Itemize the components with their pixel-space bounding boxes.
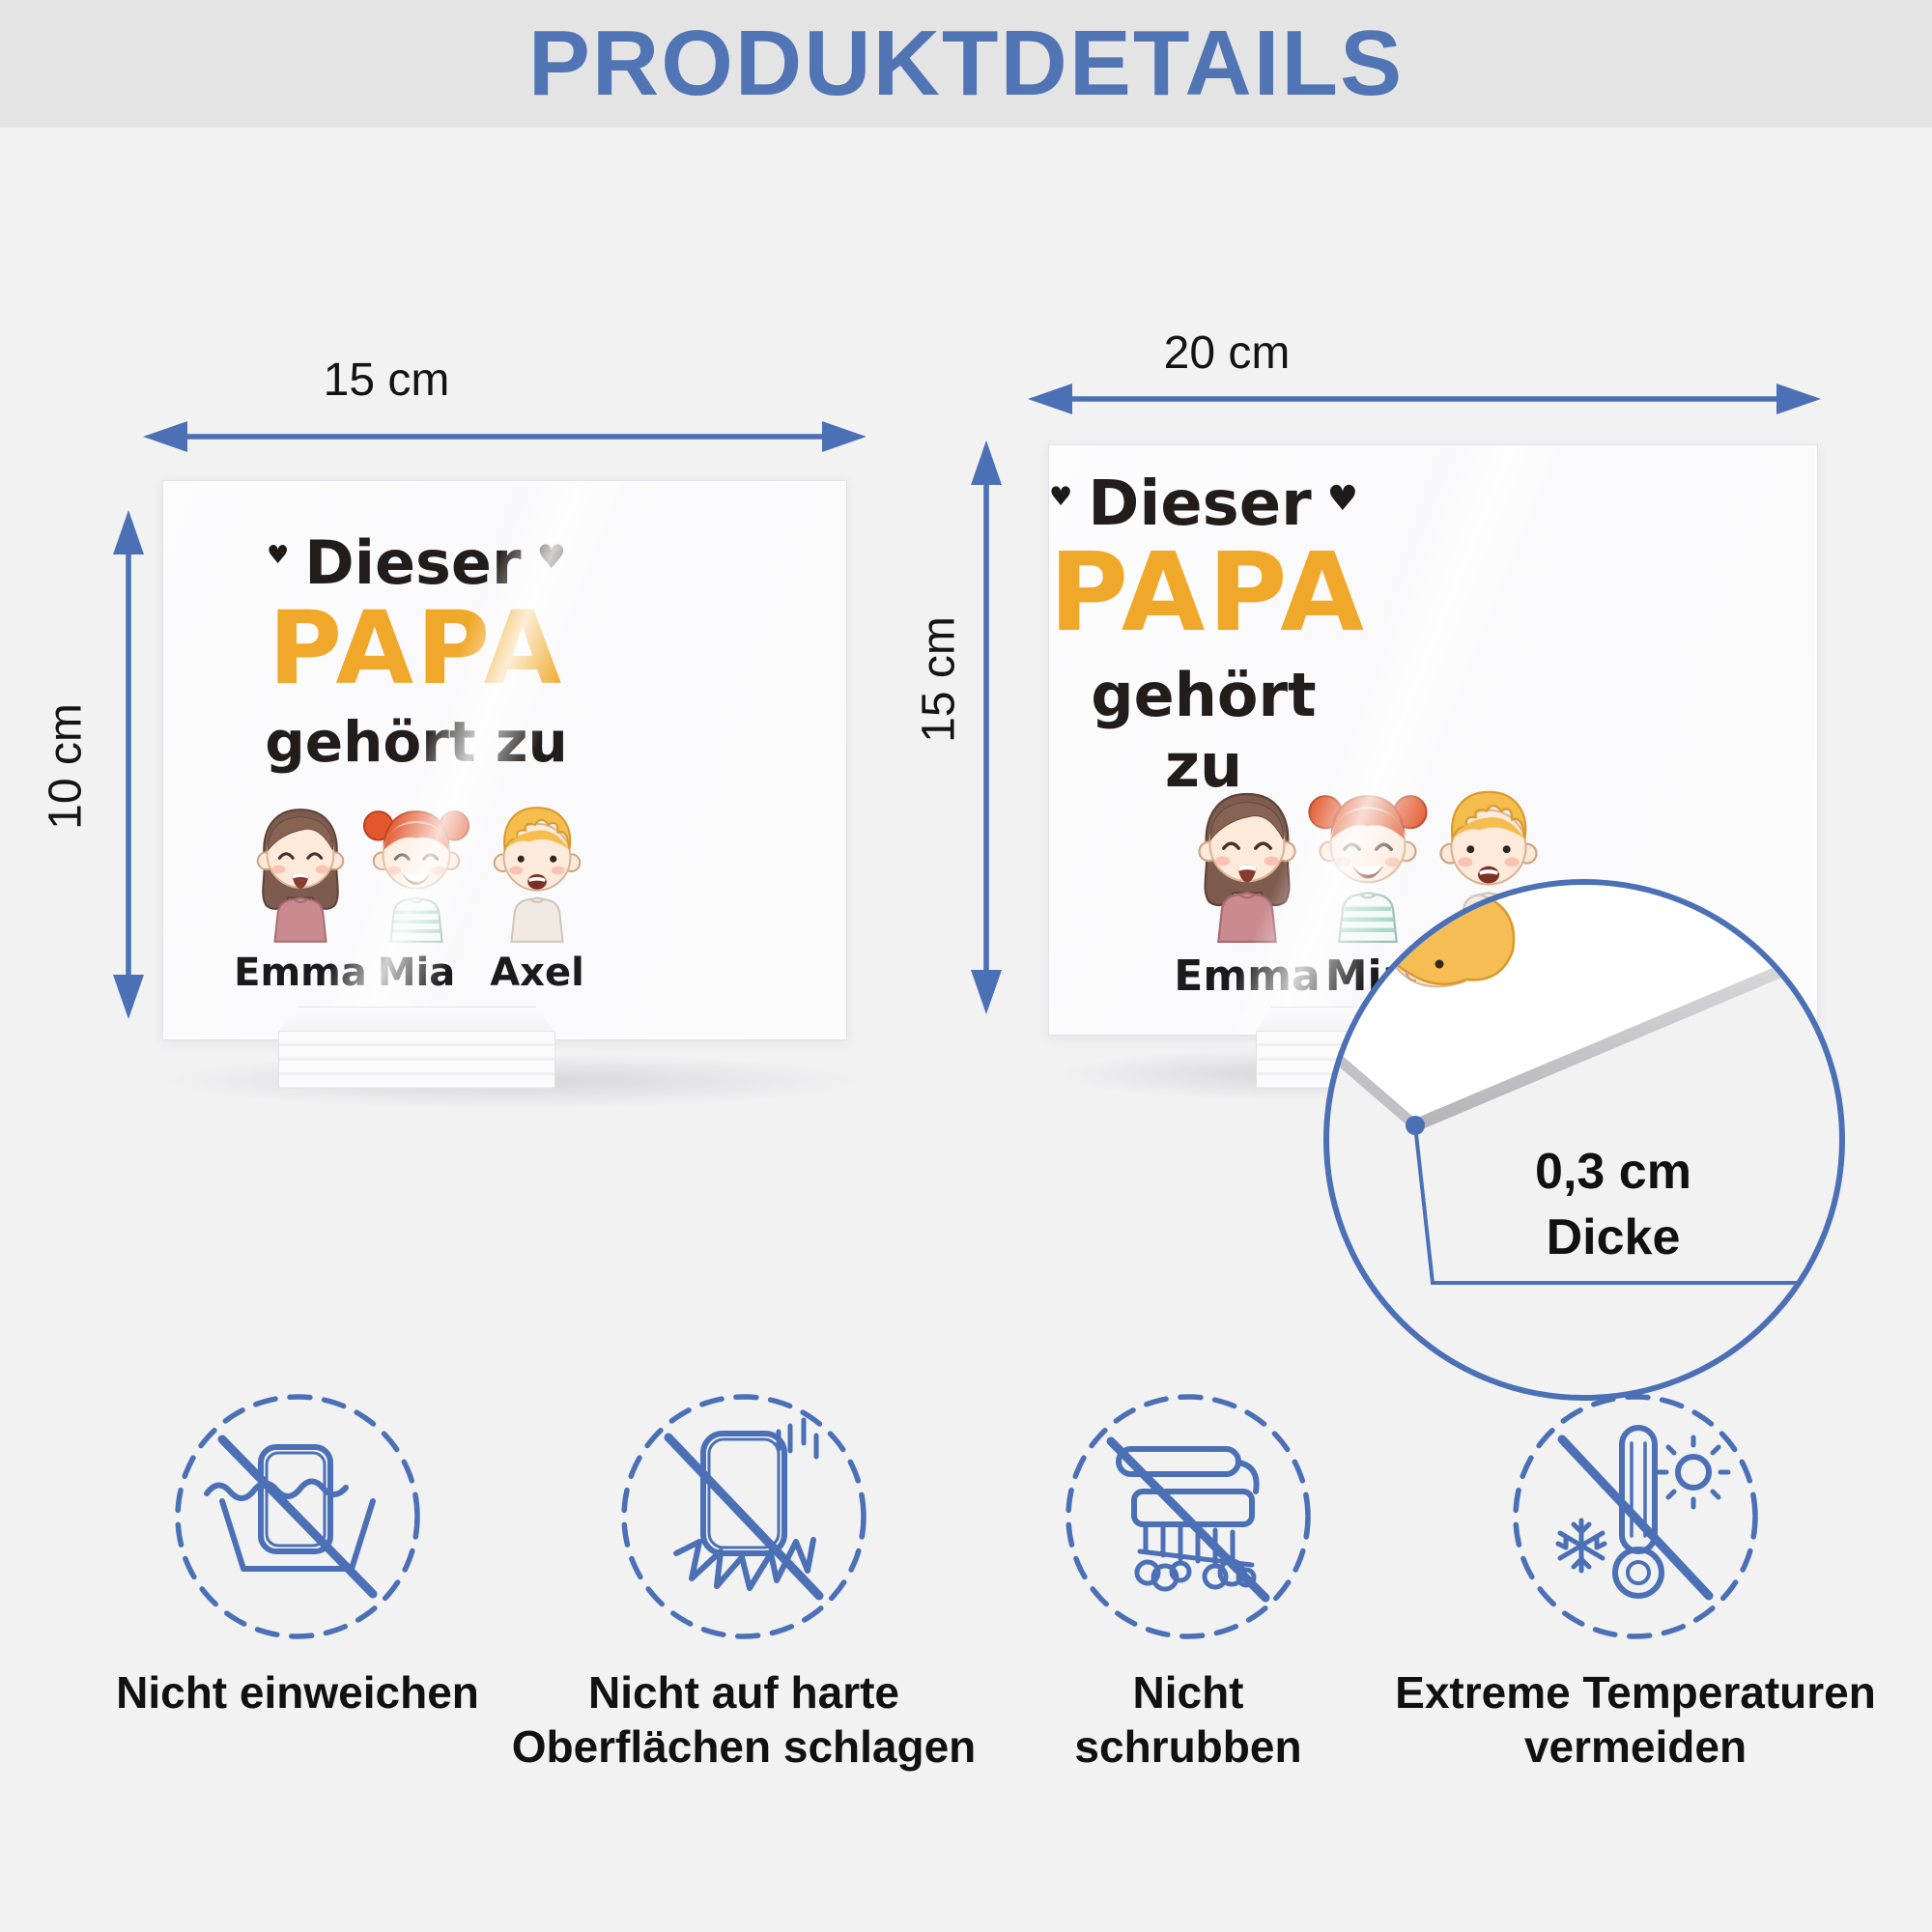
plate-edge-long	[1412, 966, 1782, 1131]
care-label-no-soak: Nicht einweichen	[116, 1667, 479, 1718]
thickness-value: 0,3 cm	[1535, 1144, 1691, 1200]
kid-emma-figure	[243, 800, 357, 943]
kid-axel-figure	[480, 800, 594, 943]
no-extreme-temp-icon	[1513, 1394, 1758, 1639]
base-top-face	[278, 1007, 555, 1032]
care-label-no-impact: Nicht auf harte Oberflächen schlagen	[511, 1667, 977, 1772]
heart-icon: ♥	[266, 540, 290, 570]
small-width-label: 15 cm	[323, 355, 450, 406]
magnified-kid-head	[1372, 885, 1516, 998]
heart-icon: ♥	[1048, 481, 1073, 512]
small-height-label: 10 cm	[40, 703, 92, 830]
small-plaque-base	[278, 1007, 555, 1089]
heart-icon: ♥	[536, 537, 567, 577]
kid-emma-figure	[1183, 783, 1311, 943]
no-soak-icon	[175, 1394, 420, 1639]
heart-icon: ♥	[1326, 478, 1359, 519]
kid-name: Emma	[234, 951, 367, 995]
plaque-heading-papa: PAPA	[1049, 530, 1367, 656]
plaque-heading-line3: gehört zu	[1091, 660, 1317, 801]
no-scrub-icon	[1065, 1394, 1311, 1639]
plate-edge-short	[1329, 1048, 1419, 1130]
care-label-no-scrub: Nicht schrubben	[1074, 1667, 1302, 1772]
magnified-plate-edge: 0,3 cm Dicke	[1329, 885, 1839, 1285]
kid-name: Axel	[490, 951, 584, 995]
page-title: PRODUKTDETAILS	[527, 12, 1405, 115]
plaque-heading-papa: PAPA	[268, 589, 565, 707]
thickness-unit: Dicke	[1547, 1209, 1681, 1265]
plaque-heading-line1: ♥ Dieser ♥	[266, 527, 567, 598]
base-front-face	[278, 1032, 555, 1089]
plaque-heading-line3: gehört zu	[265, 709, 568, 775]
large-height-label: 15 cm	[913, 616, 965, 743]
kid-name: Emma	[1174, 952, 1321, 1001]
plaque-heading-line1: ♥ Dieser ♥	[1048, 469, 1359, 540]
kid-name: Mia	[377, 951, 456, 995]
care-label-no-extreme-temp: Extreme Temperaturen vermeiden	[1395, 1667, 1876, 1772]
magnifier-ring: 0,3 cm Dicke	[1323, 879, 1845, 1401]
no-hard-impact-icon	[621, 1394, 867, 1639]
header-band: PRODUKTDETAILS	[0, 0, 1932, 128]
small-acrylic-plaque: ♥ Dieser ♥ PAPA gehört zu Emma Mia Axel	[162, 480, 847, 1040]
large-width-label: 20 cm	[1163, 327, 1291, 379]
thickness-leader-line	[1413, 1124, 1806, 1285]
thickness-magnifier: 0,3 cm Dicke	[1323, 879, 1845, 1401]
kid-mia-figure	[359, 800, 473, 943]
